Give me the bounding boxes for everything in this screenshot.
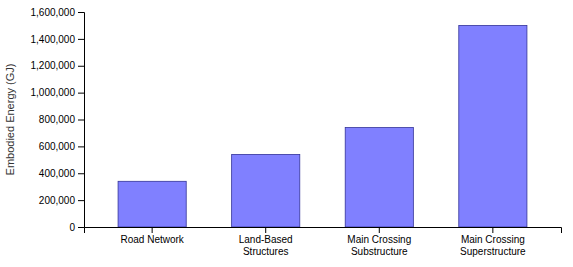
chart-svg: 0 200,000 400,000 600,000 800,000 1,000,000 1,… <box>0 0 573 267</box>
x-tick-label: Main CrossingSubstructure <box>347 234 411 257</box>
x-tick-label: Main CrossingSuperstructure <box>460 234 526 257</box>
axis-line <box>78 13 85 228</box>
y-tick-label: 1,000,000 <box>31 87 76 98</box>
y-tick-mark <box>78 12 84 13</box>
y-tick: 1,600,000 <box>31 7 85 18</box>
y-tick: 200,000 <box>39 195 84 206</box>
y-tick-mark <box>78 93 84 94</box>
y-tick-label: 0 <box>69 222 75 233</box>
y-tick: 1,200,000 <box>31 60 85 71</box>
bar <box>459 25 527 227</box>
y-axis-title: Embodied Energy (GJ) <box>4 64 16 176</box>
y-tick-mark <box>78 173 84 174</box>
y-tick-mark <box>78 146 84 147</box>
x-tick: Land-BasedStructures <box>239 227 293 257</box>
x-tick: Main CrossingSubstructure <box>347 227 411 257</box>
y-tick-label: 1,200,000 <box>31 60 76 71</box>
y-tick-mark <box>78 66 84 67</box>
x-tick-label-line: Structures <box>243 246 289 257</box>
y-tick-mark <box>78 39 84 40</box>
bars <box>118 25 527 227</box>
y-tick-mark <box>78 227 84 228</box>
x-tick: Road Network <box>120 227 184 245</box>
y-tick-label: 400,000 <box>39 168 76 179</box>
chart-container: 0 200,000 400,000 600,000 800,000 1,000,000 1,… <box>0 0 573 267</box>
x-tick-label: Road Network <box>120 234 184 245</box>
x-tick-label-line: Main Crossing <box>461 234 525 245</box>
x-tick-label: Land-BasedStructures <box>239 234 293 257</box>
bar <box>345 128 413 227</box>
y-tick-mark <box>78 200 84 201</box>
x-tick-label-line: Land-Based <box>239 234 293 245</box>
x-tick-mark <box>379 227 380 233</box>
x-tick-label-line: Superstructure <box>460 246 526 257</box>
y-tick-label: 1,600,000 <box>31 7 76 18</box>
bar <box>232 154 300 227</box>
x-tick-label-line: Main Crossing <box>347 234 411 245</box>
y-tick: 1,000,000 <box>31 87 85 98</box>
y-axis: 0 200,000 400,000 600,000 800,000 1,000,000 1,… <box>31 7 85 233</box>
y-tick: 0 <box>69 222 84 233</box>
x-tick: Main CrossingSuperstructure <box>460 227 526 257</box>
y-tick-label: 200,000 <box>39 195 76 206</box>
y-tick-mark <box>78 120 84 121</box>
x-tick-mark <box>152 227 153 233</box>
plot: 0 200,000 400,000 600,000 800,000 1,000,000 1,… <box>4 7 562 257</box>
y-tick-label: 1,400,000 <box>31 34 76 45</box>
x-tick-mark <box>492 227 493 233</box>
y-tick: 400,000 <box>39 168 84 179</box>
y-tick-label: 600,000 <box>39 141 76 152</box>
axis-line <box>85 228 562 234</box>
y-tick-label: 800,000 <box>39 114 76 125</box>
x-tick-mark <box>265 227 266 233</box>
bar <box>118 181 186 227</box>
y-tick: 800,000 <box>39 114 84 125</box>
x-tick-label-line: Substructure <box>351 246 408 257</box>
x-tick-label-line: Road Network <box>120 234 184 245</box>
y-tick: 1,400,000 <box>31 34 85 45</box>
x-axis: Road Network Land-BasedStructures Main Cro… <box>85 227 562 257</box>
y-tick: 600,000 <box>39 141 84 152</box>
